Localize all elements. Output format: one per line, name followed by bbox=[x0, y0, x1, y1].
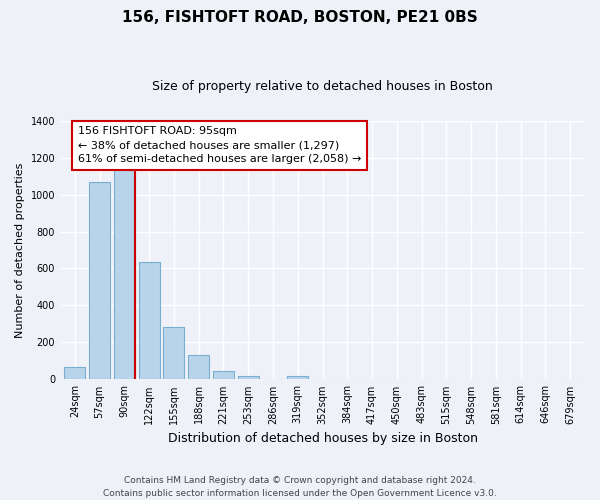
Bar bbox=[238, 376, 259, 380]
Bar bbox=[114, 165, 135, 380]
Y-axis label: Number of detached properties: Number of detached properties bbox=[15, 162, 25, 338]
Text: Contains HM Land Registry data © Crown copyright and database right 2024.
Contai: Contains HM Land Registry data © Crown c… bbox=[103, 476, 497, 498]
X-axis label: Distribution of detached houses by size in Boston: Distribution of detached houses by size … bbox=[167, 432, 478, 445]
Bar bbox=[163, 326, 184, 380]
Text: 156 FISHTOFT ROAD: 95sqm
← 38% of detached houses are smaller (1,297)
61% of sem: 156 FISHTOFT ROAD: 95sqm ← 38% of detach… bbox=[78, 126, 361, 164]
Bar bbox=[89, 182, 110, 380]
Bar bbox=[213, 370, 234, 380]
Bar bbox=[188, 356, 209, 380]
Bar bbox=[139, 262, 160, 380]
Title: Size of property relative to detached houses in Boston: Size of property relative to detached ho… bbox=[152, 80, 493, 93]
Bar bbox=[287, 376, 308, 380]
Bar bbox=[64, 368, 85, 380]
Text: 156, FISHTOFT ROAD, BOSTON, PE21 0BS: 156, FISHTOFT ROAD, BOSTON, PE21 0BS bbox=[122, 10, 478, 25]
